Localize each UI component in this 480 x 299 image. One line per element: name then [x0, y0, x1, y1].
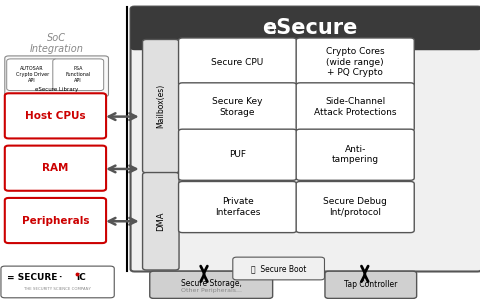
Text: Secure Storage,: Secure Storage,: [181, 278, 241, 288]
FancyBboxPatch shape: [179, 181, 297, 233]
Text: Mailbox(es): Mailbox(es): [156, 84, 165, 128]
FancyBboxPatch shape: [296, 38, 414, 86]
Text: Tap Controller: Tap Controller: [344, 280, 397, 289]
FancyBboxPatch shape: [5, 198, 106, 243]
Text: Secure CPU: Secure CPU: [212, 57, 264, 67]
Text: RAM: RAM: [42, 163, 69, 173]
FancyBboxPatch shape: [143, 39, 179, 173]
Text: Side-Channel
Attack Protections: Side-Channel Attack Protections: [314, 97, 396, 117]
FancyBboxPatch shape: [325, 271, 417, 298]
FancyBboxPatch shape: [5, 56, 108, 97]
FancyBboxPatch shape: [296, 181, 414, 233]
FancyBboxPatch shape: [296, 83, 414, 131]
FancyBboxPatch shape: [150, 271, 273, 298]
Text: PUF: PUF: [229, 150, 246, 159]
FancyBboxPatch shape: [179, 129, 297, 180]
Text: Anti-
tampering: Anti- tampering: [332, 145, 379, 164]
Text: THE SECURITY SCIENCE COMPANY: THE SECURITY SCIENCE COMPANY: [24, 288, 91, 292]
FancyBboxPatch shape: [5, 93, 106, 138]
Text: SoC
Integration: SoC Integration: [30, 33, 84, 54]
Text: Crypto Cores
(wide range)
+ PQ Crypto: Crypto Cores (wide range) + PQ Crypto: [326, 47, 384, 77]
FancyBboxPatch shape: [179, 38, 297, 86]
FancyBboxPatch shape: [143, 173, 179, 270]
Text: Secure Key
Storage: Secure Key Storage: [212, 97, 263, 117]
FancyBboxPatch shape: [7, 59, 58, 91]
Text: 🗄: 🗄: [267, 22, 275, 35]
Text: 🔒  Secure Boot: 🔒 Secure Boot: [251, 264, 306, 273]
Text: Secure Debug
Int/protocol: Secure Debug Int/protocol: [323, 197, 387, 217]
Text: iC: iC: [76, 273, 86, 283]
Bar: [134, 9, 478, 48]
FancyBboxPatch shape: [131, 7, 480, 271]
Text: AUTOSAR
Crypto Driver
API: AUTOSAR Crypto Driver API: [15, 66, 49, 83]
FancyBboxPatch shape: [53, 59, 104, 91]
Text: Peripherals: Peripherals: [22, 216, 89, 225]
FancyBboxPatch shape: [296, 129, 414, 180]
Text: eSecure: eSecure: [262, 19, 357, 38]
FancyBboxPatch shape: [1, 266, 114, 298]
Text: Host CPUs: Host CPUs: [25, 111, 86, 121]
FancyBboxPatch shape: [233, 257, 324, 280]
Text: DMA: DMA: [156, 211, 165, 231]
FancyBboxPatch shape: [179, 83, 297, 131]
FancyBboxPatch shape: [5, 146, 106, 191]
Text: ·: ·: [59, 273, 62, 283]
Text: = SECURE: = SECURE: [7, 273, 58, 283]
Text: Private
Interfaces: Private Interfaces: [215, 197, 260, 217]
Text: PSA
Functional
API: PSA Functional API: [66, 66, 91, 83]
FancyBboxPatch shape: [131, 7, 480, 50]
Text: Other Peripherals...: Other Peripherals...: [180, 288, 242, 293]
Text: eSecure Library: eSecure Library: [35, 87, 78, 92]
